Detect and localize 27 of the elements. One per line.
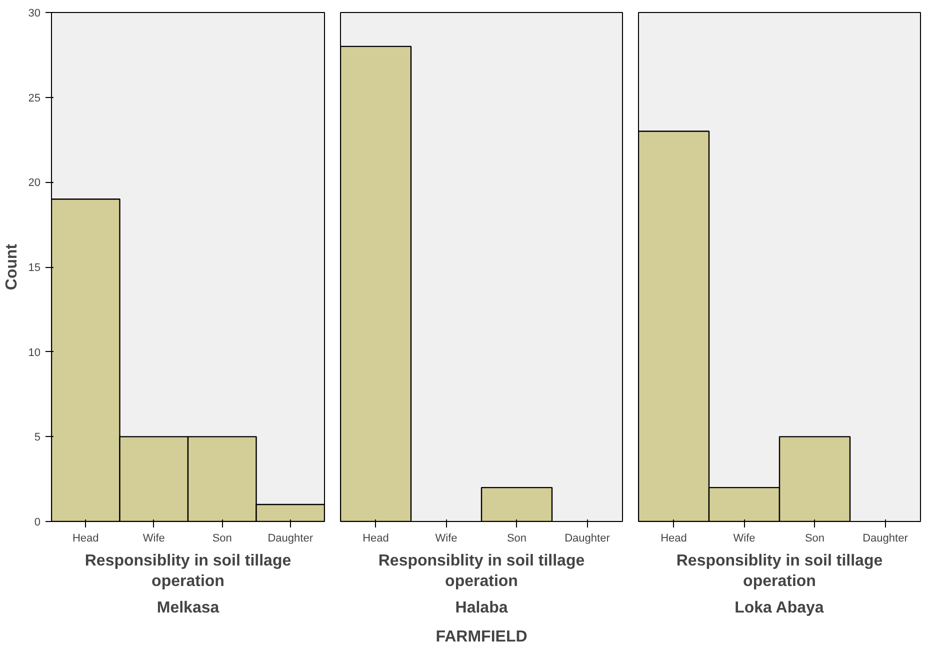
y-axis-title: Count (3, 243, 20, 290)
x-axis-title: Responsiblity in soil tillage operation (378, 552, 585, 590)
x-tick-label: Wife (435, 532, 458, 544)
y-tick-label: 30 (28, 8, 41, 20)
x-tick-label: Son (212, 532, 232, 544)
y-tick-label: 0 (34, 516, 41, 528)
x-tick-label: Daughter (564, 532, 610, 544)
y-tick-label: 10 (28, 346, 41, 359)
y-tick-label: 20 (28, 177, 41, 190)
y-tick-label: 25 (28, 92, 41, 104)
x-tick-label: Head (660, 532, 687, 544)
x-tick-label: Wife (733, 532, 756, 544)
x-tick-label: Head (362, 532, 389, 544)
x-axis-title: Responsiblity in soil tillage operation (84, 552, 292, 590)
y-tick-label: 15 (28, 262, 41, 274)
text: Melkasa (156, 600, 220, 616)
x-tick-label: Wife (142, 532, 165, 544)
x-axis-title: Responsiblity in soil tillage operation (676, 552, 883, 590)
y-tick-label: 5 (34, 432, 41, 444)
x-tick-label: Son (804, 532, 825, 544)
text: Halaba (455, 600, 508, 616)
text: FARMFIELD (436, 628, 528, 646)
text: Loka Abaya (734, 600, 824, 616)
x-tick-label: Head (72, 532, 99, 544)
x-tick-label: Daughter (862, 532, 908, 544)
x-tick-label: Daughter (268, 532, 314, 544)
x-tick-label: Son (506, 532, 527, 544)
